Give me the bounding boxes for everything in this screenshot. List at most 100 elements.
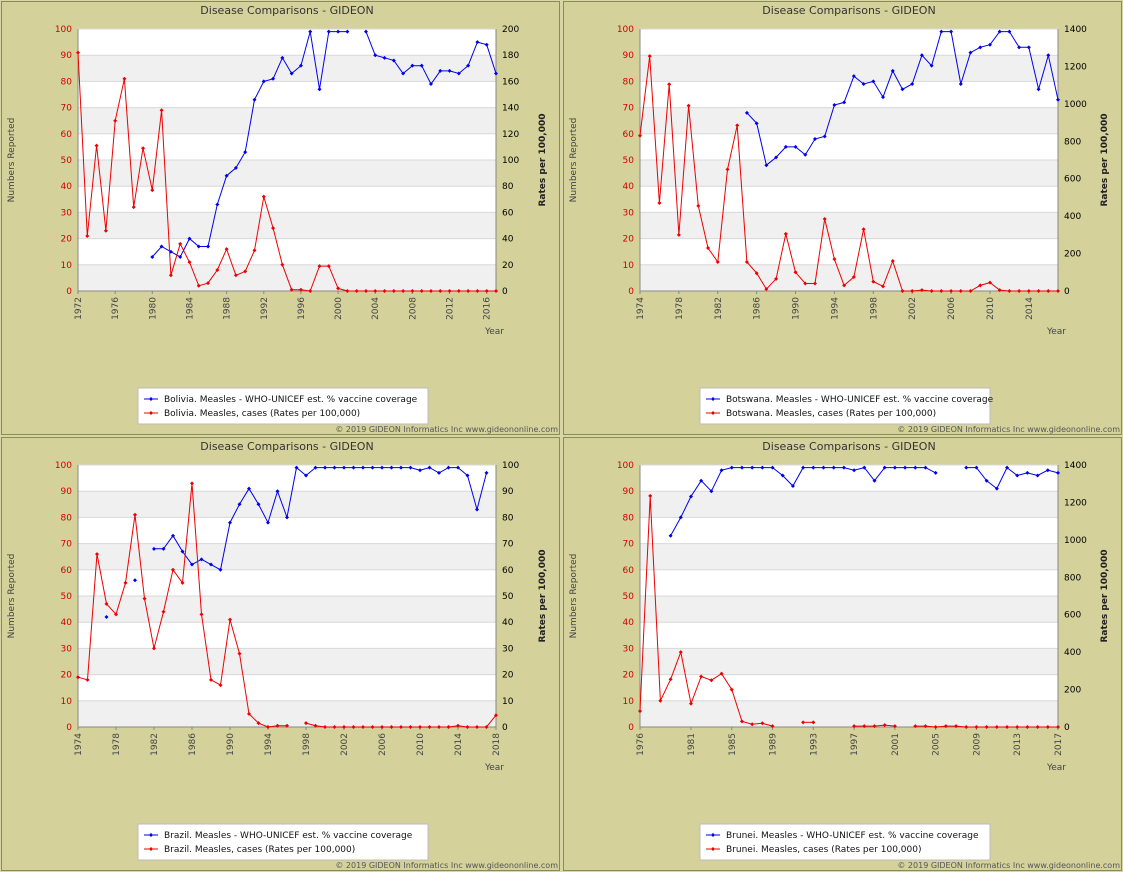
data-point [764,287,769,292]
right-axis-label: Rates per 100,000 [1100,113,1110,206]
plot-band [640,622,1058,649]
chart-title: Disease Comparisons - GIDEON [762,4,935,17]
data-point [438,68,443,73]
legend-entry: Brunei. Measles - WHO-UNICEF est. % vacc… [726,831,979,841]
data-point [832,257,837,262]
data-point [215,268,220,273]
data-point [382,289,387,293]
chart-title: Disease Comparisons - GIDEON [200,440,373,453]
data-point [275,489,280,494]
left-axis-label: Numbers Reported [7,554,17,639]
data-point [949,289,954,293]
data-point [821,465,826,470]
data-point [793,270,798,275]
x-tick-label: 1992 [260,297,270,320]
data-point [1007,29,1012,34]
plot-band [640,569,1058,596]
data-point [1025,725,1030,729]
left-axis-label: Numbers Reported [569,554,579,639]
right-tick-label: 0 [502,723,508,733]
chart-title: Disease Comparisons - GIDEON [200,4,373,17]
data-point [725,167,730,172]
plot-band [640,238,1058,265]
data-point [373,53,378,58]
data-point [247,711,251,716]
x-tick-label: 1976 [111,297,121,320]
data-point [152,546,156,551]
data-point [123,580,128,585]
left-tick-label: 20 [61,671,73,681]
left-tick-label: 30 [61,208,73,218]
x-tick-label: 1980 [148,297,158,320]
data-point [892,724,897,729]
data-point [978,45,983,50]
data-point [783,231,788,236]
data-point [304,721,308,726]
data-point [688,494,693,499]
data-point [104,614,109,619]
x-tick-label: 2000 [334,297,344,320]
data-point [171,567,175,572]
data-point [484,470,489,475]
data-point [968,50,973,55]
left-tick-label: 30 [623,644,635,654]
data-point [199,557,204,562]
data-point [872,478,877,483]
plot-band [78,55,496,82]
data-point [822,216,827,221]
data-point [882,723,887,728]
right-tick-label: 600 [1064,611,1081,621]
left-tick-label: 40 [623,182,635,192]
legend-swatch-marker [149,411,153,415]
plot-band [640,55,1058,82]
right-tick-label: 60 [502,566,514,576]
data-point [308,29,313,34]
x-tick-label: 2014 [1025,297,1035,320]
data-point [161,546,166,551]
left-tick-label: 100 [617,25,634,35]
data-point [842,283,847,288]
data-point [323,725,327,729]
data-point [294,465,299,470]
x-tick-label: 1972 [74,297,84,320]
chart-panel-brazil: Disease Comparisons - GIDEON 0 10 20 30 40 50 6… [1,437,560,871]
data-point [892,465,897,470]
chart-svg: Disease Comparisons - GIDEON 0 10 20 30 40 50 6… [7,440,558,870]
right-tick-label: 40 [502,618,514,628]
data-point [852,468,857,473]
plot-band [640,186,1058,213]
x-tick-label: 1974 [74,733,84,756]
x-tick-label: 2008 [408,297,418,320]
data-point [929,63,934,68]
right-tick-label: 80 [502,182,514,192]
plot-band [640,264,1058,291]
data-point [929,289,934,293]
data-point [760,465,765,470]
right-tick-label: 160 [502,77,519,87]
x-tick-label: 1990 [226,733,236,756]
data-point [437,725,441,729]
data-point [233,273,238,278]
data-point [900,289,905,293]
plot-band [640,700,1058,727]
plot-band [78,648,496,675]
data-point [780,473,785,478]
series-line [639,56,1058,292]
chart-title: Disease Comparisons - GIDEON [762,440,935,453]
data-point [428,289,433,293]
right-tick-label: 1000 [1064,100,1087,110]
data-point [978,283,983,288]
data-point [793,144,798,149]
chart-panel-bolivia: Disease Comparisons - GIDEON 0 10 20 30 40 50 6… [1,1,560,435]
series-line [639,495,773,727]
copyright-text: © 2019 GIDEON Informatics Inc www.gideon… [335,425,558,434]
right-tick-label: 40 [502,235,514,245]
data-point [1026,289,1031,293]
left-tick-label: 60 [623,566,635,576]
x-tick-label: 2014 [454,733,464,756]
left-axis-label: Numbers Reported [569,118,579,203]
data-point [871,279,876,284]
data-point [997,288,1002,293]
data-point [285,515,289,520]
x-tick-label: 1986 [188,733,198,756]
